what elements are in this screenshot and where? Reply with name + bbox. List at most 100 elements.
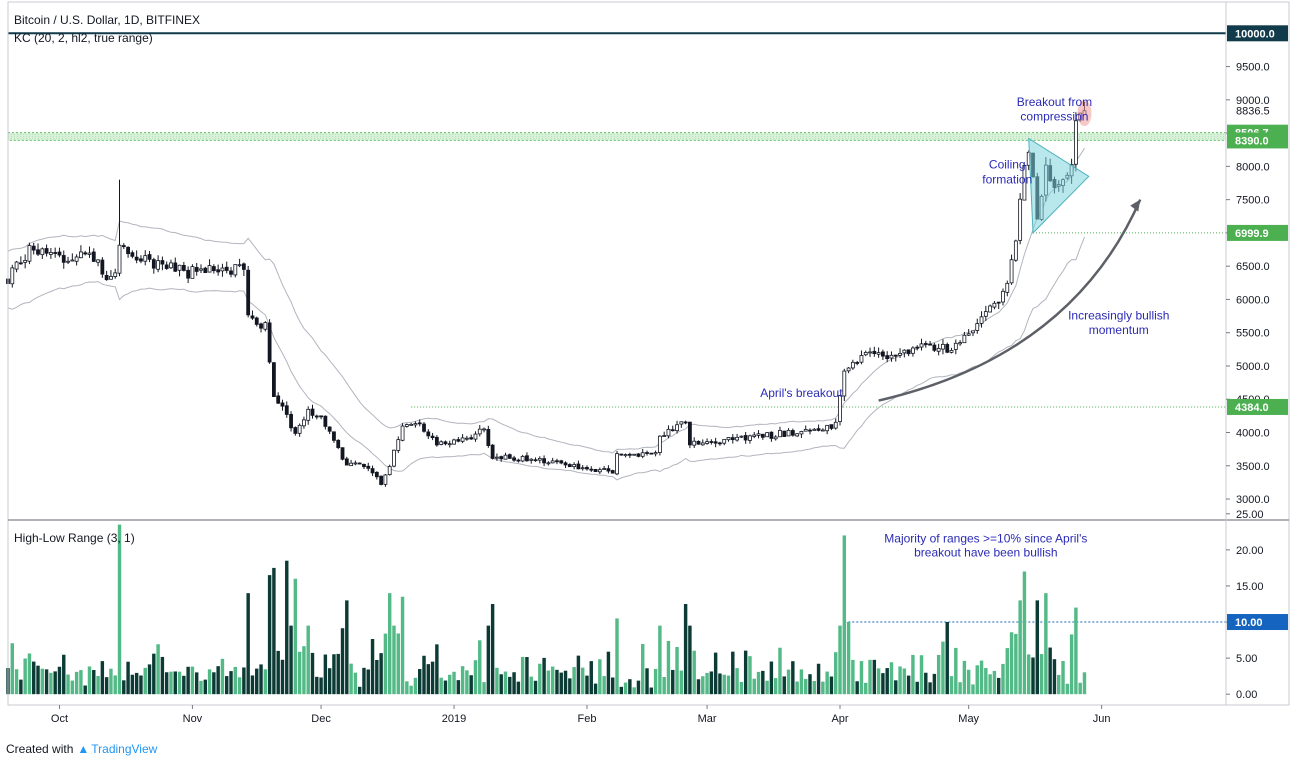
candle-body[interactable] [216, 269, 221, 273]
range-bar[interactable] [229, 671, 233, 695]
range-bar[interactable] [32, 661, 36, 695]
range-bar[interactable] [40, 668, 45, 695]
candle[interactable] [992, 301, 997, 310]
candle[interactable] [36, 243, 40, 257]
candle-body[interactable] [430, 435, 435, 439]
candle[interactable] [177, 264, 182, 277]
candle-body[interactable] [688, 421, 692, 446]
range-bar[interactable] [66, 674, 70, 695]
candle-body[interactable] [302, 419, 306, 427]
range-bar[interactable] [392, 625, 396, 695]
candle[interactable] [653, 450, 658, 457]
candle-body[interactable] [516, 459, 521, 462]
candle-body[interactable] [434, 436, 439, 446]
candle-body[interactable] [679, 421, 684, 425]
candle-body[interactable] [735, 436, 739, 441]
candle[interactable] [53, 247, 58, 258]
candle-body[interactable] [91, 251, 96, 262]
footer-brand[interactable]: TradingView [91, 742, 158, 756]
candle-body[interactable] [615, 453, 619, 475]
candle[interactable] [773, 435, 778, 441]
range-bar[interactable] [791, 661, 795, 695]
candle[interactable] [14, 260, 19, 273]
candle-body[interactable] [374, 471, 379, 478]
candle-body[interactable] [74, 256, 79, 262]
range-bar[interactable] [267, 575, 272, 695]
candle[interactable] [962, 331, 967, 344]
candle-body[interactable] [855, 362, 860, 364]
candle[interactable] [302, 416, 306, 429]
candle-body[interactable] [439, 441, 444, 445]
range-bar[interactable] [448, 674, 452, 695]
candle[interactable] [838, 394, 842, 426]
candle-body[interactable] [70, 259, 75, 262]
candle-body[interactable] [919, 343, 924, 348]
candle-body[interactable] [979, 316, 984, 324]
candle-body[interactable] [718, 442, 722, 445]
range-bar[interactable] [62, 654, 66, 695]
candle[interactable] [593, 468, 598, 473]
range-bar[interactable] [207, 669, 212, 695]
candle-body[interactable] [623, 454, 628, 457]
candle-body[interactable] [336, 439, 341, 448]
candle-body[interactable] [246, 269, 251, 316]
candle[interactable] [156, 255, 161, 273]
range-bar[interactable] [713, 652, 718, 695]
candle-body[interactable] [469, 437, 474, 440]
range-bar[interactable] [1048, 647, 1052, 695]
range-bar[interactable] [49, 672, 53, 695]
candle-body[interactable] [250, 315, 255, 319]
candle[interactable] [48, 247, 53, 259]
candle[interactable] [83, 250, 88, 256]
candle-body[interactable] [958, 342, 962, 345]
range-bar[interactable] [87, 666, 92, 695]
candle-body[interactable] [983, 311, 988, 317]
range-bar[interactable] [465, 670, 469, 695]
candle-body[interactable] [537, 458, 542, 461]
candle-body[interactable] [520, 456, 525, 462]
candle[interactable] [709, 439, 714, 445]
range-bar[interactable] [1027, 654, 1031, 695]
candle-body[interactable] [881, 351, 885, 357]
candle[interactable] [816, 424, 821, 432]
range-bar[interactable] [1022, 571, 1027, 695]
candle-body[interactable] [1018, 198, 1023, 241]
candle[interactable] [272, 362, 276, 397]
candle-body[interactable] [885, 355, 890, 360]
candle-body[interactable] [31, 245, 36, 251]
candle[interactable] [597, 467, 602, 475]
range-bar[interactable] [679, 670, 684, 695]
range-bar[interactable] [726, 675, 731, 695]
range-bar[interactable] [272, 567, 276, 695]
range-bar[interactable] [169, 671, 173, 695]
range-bar[interactable] [598, 659, 602, 695]
candle[interactable] [739, 435, 744, 439]
candle[interactable] [91, 248, 96, 262]
candle-body[interactable] [1005, 282, 1010, 293]
range-bars-layer[interactable] [6, 524, 1087, 695]
candle[interactable] [529, 458, 534, 464]
candle-body[interactable] [640, 452, 645, 457]
candle[interactable] [975, 318, 980, 334]
candle[interactable] [469, 434, 474, 440]
range-bar[interactable] [996, 677, 1001, 695]
candle[interactable] [958, 340, 962, 346]
range-bar[interactable] [928, 682, 932, 695]
candle[interactable] [610, 469, 615, 474]
candle[interactable] [516, 458, 521, 463]
candle-body[interactable] [211, 266, 216, 272]
candle-body[interactable] [627, 453, 632, 456]
candle-body[interactable] [996, 301, 1001, 304]
candle-body[interactable] [272, 362, 276, 397]
candle-body[interactable] [705, 441, 709, 444]
range-bar[interactable] [430, 661, 435, 695]
candle-body[interactable] [1073, 120, 1078, 165]
candle[interactable] [829, 424, 834, 431]
range-bar[interactable] [975, 665, 979, 695]
candle-body[interactable] [988, 305, 993, 313]
candle-body[interactable] [314, 415, 319, 418]
candle-body[interactable] [872, 350, 877, 355]
candle[interactable] [109, 270, 113, 280]
range-bar[interactable] [979, 660, 984, 695]
candle[interactable] [679, 421, 684, 428]
